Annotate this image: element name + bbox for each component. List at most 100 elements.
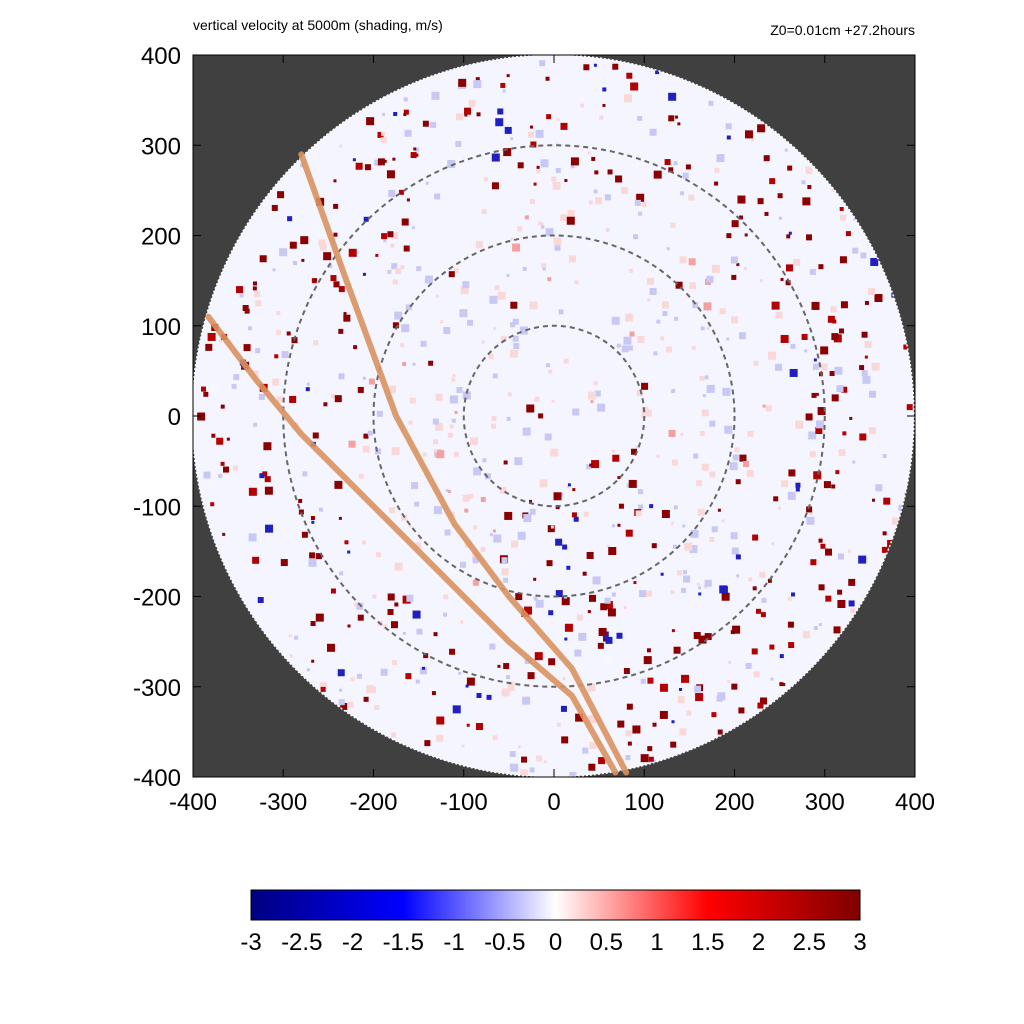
velocity-cell (288, 634, 292, 638)
velocity-cell (459, 561, 466, 568)
velocity-cell (870, 257, 879, 266)
velocity-cell (444, 529, 451, 536)
velocity-cell (791, 592, 796, 597)
velocity-cell (628, 479, 637, 488)
velocity-cell (591, 156, 596, 161)
velocity-cell (568, 255, 576, 263)
velocity-cell (599, 115, 604, 120)
velocity-cell (605, 227, 610, 232)
velocity-cell (445, 488, 449, 492)
velocity-cell (545, 228, 554, 237)
velocity-cell (309, 552, 316, 559)
velocity-cell (533, 596, 538, 601)
velocity-cell (562, 677, 566, 681)
velocity-cell (861, 331, 868, 338)
velocity-cell (223, 466, 230, 473)
velocity-cell (412, 362, 416, 366)
velocity-cell (454, 410, 458, 414)
velocity-cell (439, 320, 443, 324)
velocity-cell (391, 232, 399, 240)
velocity-cell (708, 100, 714, 106)
velocity-cell (312, 432, 319, 439)
velocity-cell (411, 226, 415, 230)
velocity-cell (871, 362, 880, 371)
velocity-cell (572, 488, 576, 492)
velocity-cell (425, 181, 429, 185)
velocity-cell (258, 393, 265, 400)
velocity-cell (535, 599, 544, 608)
velocity-cell (605, 636, 613, 644)
y-tick-label: 0 (168, 404, 181, 431)
velocity-cell (625, 755, 631, 761)
velocity-cell (769, 178, 776, 185)
velocity-cell (311, 520, 315, 524)
velocity-cell (787, 596, 792, 601)
velocity-cell (802, 197, 811, 206)
velocity-cell (415, 679, 420, 684)
velocity-cell (820, 346, 829, 355)
velocity-cell (641, 406, 649, 414)
velocity-cell (413, 147, 417, 151)
velocity-cell (432, 439, 438, 445)
velocity-cell (617, 720, 625, 728)
velocity-cell (812, 363, 819, 370)
velocity-cell (394, 602, 399, 607)
velocity-cell (698, 592, 702, 596)
velocity-cell (555, 538, 563, 546)
velocity-cell (377, 158, 385, 166)
velocity-cell (726, 135, 731, 140)
velocity-cell (775, 311, 783, 319)
velocity-cell (621, 345, 629, 353)
velocity-cell (529, 508, 536, 515)
velocity-cell (587, 683, 596, 692)
velocity-cell (724, 425, 733, 434)
velocity-cell (594, 390, 601, 397)
velocity-cell (535, 129, 544, 138)
velocity-cell (852, 460, 856, 464)
velocity-cell (488, 353, 494, 359)
velocity-cell (522, 266, 527, 271)
velocity-cell (431, 91, 440, 100)
velocity-cell (517, 531, 526, 540)
velocity-cell (287, 216, 293, 222)
velocity-cell (503, 460, 508, 465)
velocity-cell (491, 182, 499, 190)
velocity-cell (533, 577, 537, 581)
velocity-cell (759, 279, 763, 283)
velocity-cell (625, 730, 632, 737)
velocity-cell (294, 635, 299, 640)
velocity-cell (618, 503, 624, 509)
velocity-cell (729, 462, 738, 471)
velocity-cell (839, 207, 844, 212)
velocity-cell (859, 365, 865, 371)
velocity-cell (701, 409, 709, 417)
velocity-cell (852, 247, 859, 254)
velocity-cell (466, 723, 470, 727)
velocity-cell (458, 78, 467, 87)
velocity-cell (827, 315, 835, 323)
velocity-cell (617, 476, 621, 480)
velocity-cell (347, 624, 351, 628)
velocity-cell (330, 588, 336, 594)
velocity-cell (423, 653, 429, 659)
velocity-cell (462, 391, 471, 400)
velocity-cell (659, 710, 668, 719)
velocity-cell (381, 131, 386, 136)
velocity-cell (434, 193, 441, 200)
velocity-cell (318, 239, 326, 247)
velocity-cell (464, 107, 472, 115)
velocity-cell (757, 124, 766, 133)
velocity-cell (388, 189, 396, 197)
velocity-cell (617, 523, 621, 527)
velocity-cell (858, 555, 867, 564)
velocity-cell (216, 437, 224, 445)
velocity-cell (374, 159, 381, 166)
velocity-cell (882, 454, 887, 459)
velocity-cell (435, 422, 444, 431)
velocity-cell (582, 747, 589, 754)
velocity-cell (542, 267, 546, 271)
velocity-cell (731, 220, 739, 228)
velocity-cell (419, 667, 427, 675)
velocity-cell (686, 710, 692, 716)
velocity-cell (726, 337, 730, 341)
